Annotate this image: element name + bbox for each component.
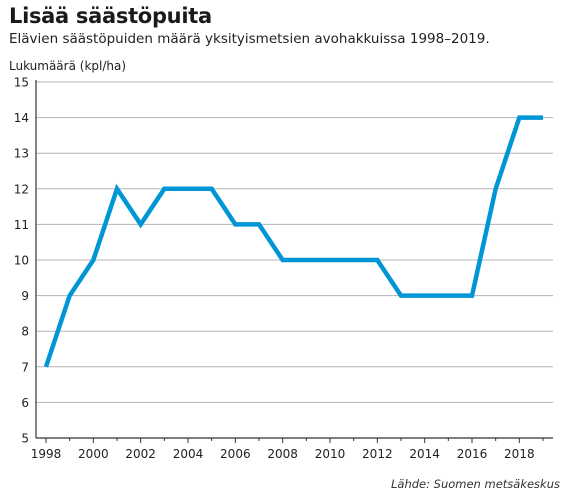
y-tick-label: 15 [14, 76, 29, 90]
y-tick-label: 7 [21, 360, 29, 374]
x-tick-label: 2018 [504, 447, 535, 461]
x-tick-label: 2006 [220, 447, 251, 461]
y-tick-label: 10 [14, 254, 29, 268]
y-tick-label: 13 [14, 147, 29, 161]
y-tick-label: 11 [14, 218, 29, 232]
y-tick-label: 14 [14, 111, 29, 125]
axes [35, 80, 553, 443]
y-tick-label: 5 [21, 432, 29, 446]
y-axis-label: Lukumäärä (kpl/ha) [9, 59, 127, 73]
x-tick-label: 2014 [409, 447, 440, 461]
x-tick-label: 1998 [31, 447, 62, 461]
series-line [43, 115, 543, 368]
x-tick-label: 2016 [457, 447, 488, 461]
x-tick-label: 2010 [315, 447, 346, 461]
x-tick-label: 2000 [78, 447, 109, 461]
x-tick-label: 2004 [173, 447, 204, 461]
chart-title: Lisää säästöpuita [9, 4, 212, 28]
data-series [43, 115, 543, 368]
source-note: Lähde: Suomen metsäkeskus [391, 477, 560, 491]
y-tick-label: 12 [14, 182, 29, 196]
x-tick-labels: 1998 2000 2002 2004 2006 2008 2010 2012 2014 2016… [31, 447, 535, 461]
gridlines [36, 81, 553, 403]
y-tick-label: 8 [21, 325, 29, 339]
chart-subtitle: Elävien säästöpuiden määrä yksityismetsi… [9, 31, 490, 47]
x-tick-label: 2002 [125, 447, 156, 461]
y-tick-label: 6 [21, 396, 29, 410]
y-tick-label: 9 [21, 289, 29, 303]
x-tick-label: 2012 [362, 447, 393, 461]
y-tick-labels: 5 6 7 8 9 10 11 12 13 14 15 [14, 76, 29, 446]
x-tick-label: 2008 [267, 447, 298, 461]
